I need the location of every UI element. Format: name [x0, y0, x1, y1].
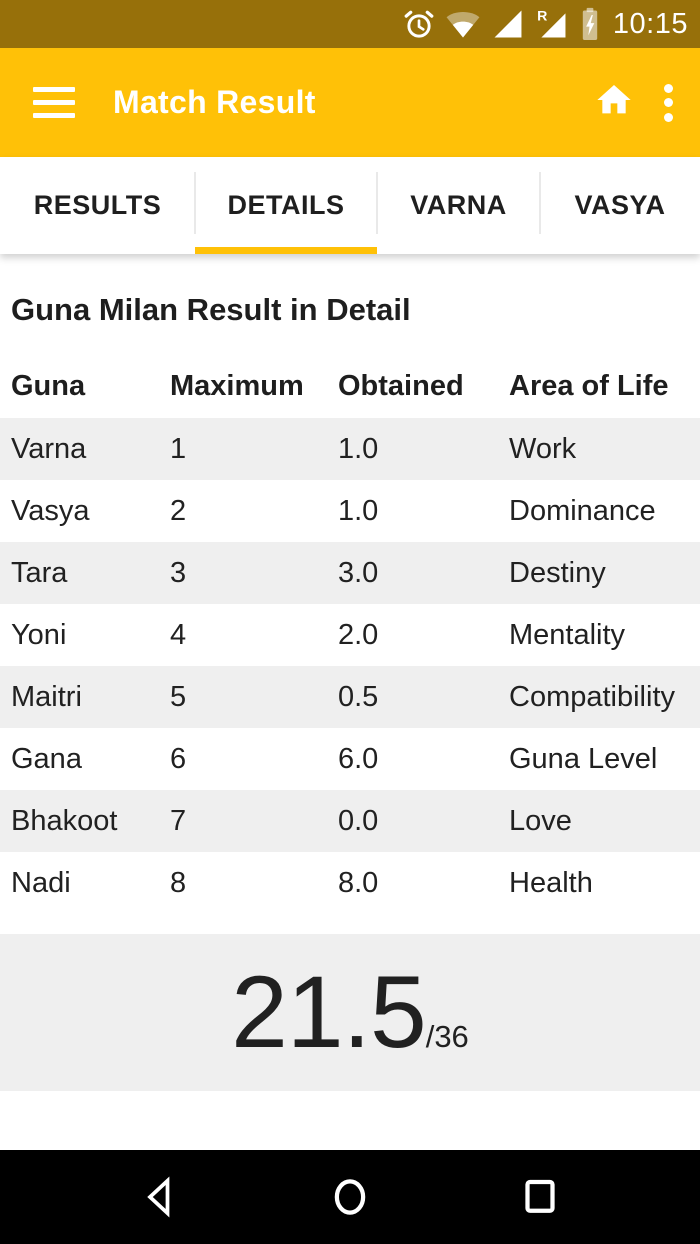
column-header-area-of-life: Area of Life	[509, 370, 669, 402]
details-panel: Guna Milan Result in Detail Guna Maximum…	[0, 254, 700, 1150]
cell-area-of-life: Dominance	[509, 495, 656, 527]
cell-guna: Varna	[11, 432, 87, 465]
section-heading: Guna Milan Result in Detail	[11, 292, 411, 327]
column-header-obtained: Obtained	[338, 370, 464, 402]
cell-maximum: 1	[170, 432, 187, 465]
page-title: Match Result	[113, 84, 316, 120]
tab-bar: RESULTS DETAILS VARNA VASYA	[0, 157, 700, 254]
status-bar: R 10:15	[0, 0, 700, 48]
cell-obtained: 6.0	[338, 742, 379, 775]
roaming-indicator: R	[537, 8, 547, 24]
cell-obtained: 2.0	[338, 618, 379, 651]
cell-obtained: 3.0	[338, 556, 379, 589]
cell-maximum: 2	[170, 494, 187, 527]
column-header-guna: Guna	[11, 370, 86, 402]
alarm-icon	[403, 7, 435, 41]
cell-guna: Gana	[11, 742, 82, 775]
table-row: Vasya 2 1.0 Dominance	[0, 480, 700, 542]
tab-details[interactable]: DETAILS	[194, 157, 377, 254]
cell-maximum: 8	[170, 866, 187, 899]
cell-area-of-life: Compatibility	[509, 681, 675, 713]
table-row: Bhakoot 7 0.0 Love	[0, 790, 700, 852]
battery-charging-icon	[579, 6, 601, 42]
cell-signal-roaming-icon: R	[535, 7, 569, 41]
cell-area-of-life: Destiny	[509, 557, 606, 589]
cell-area-of-life: Love	[509, 805, 572, 837]
total-score-panel: 21.5/36	[0, 934, 700, 1091]
wifi-icon	[445, 7, 481, 41]
cell-area-of-life: Mentality	[509, 619, 626, 651]
tab-varna[interactable]: VARNA	[376, 157, 540, 254]
cell-area-of-life: Health	[509, 867, 593, 899]
cell-signal-icon	[491, 7, 525, 41]
cell-obtained: 1.0	[338, 494, 379, 527]
table-row: Tara 3 3.0 Destiny	[0, 542, 700, 604]
cell-area-of-life: Guna Level	[509, 743, 658, 775]
table-header-row: Guna Maximum Obtained Area of Life	[0, 370, 700, 418]
table-row: Maitri 5 0.5 Compatibility	[0, 666, 700, 728]
cell-maximum: 5	[170, 680, 187, 713]
home-circle-icon[interactable]	[320, 1167, 380, 1227]
cell-area-of-life: Work	[509, 433, 577, 465]
cell-guna: Maitri	[11, 680, 82, 713]
cell-maximum: 6	[170, 742, 187, 775]
app-bar: Match Result	[0, 48, 700, 157]
status-time: 10:15	[612, 7, 688, 40]
cell-obtained: 1.0	[338, 432, 379, 465]
score-total: /36	[425, 1019, 469, 1054]
column-header-maximum: Maximum	[170, 370, 304, 402]
cell-obtained: 8.0	[338, 866, 379, 899]
cell-maximum: 4	[170, 618, 187, 651]
cell-obtained: 0.0	[338, 804, 379, 837]
recents-icon[interactable]	[510, 1167, 570, 1227]
back-icon[interactable]	[130, 1167, 190, 1227]
cell-guna: Vasya	[11, 494, 90, 527]
cell-maximum: 7	[170, 804, 187, 837]
guna-table: Guna Maximum Obtained Area of Life Varna…	[0, 370, 700, 914]
overflow-menu-icon[interactable]	[664, 83, 674, 122]
tab-results[interactable]: RESULTS	[33, 190, 162, 220]
cell-guna: Tara	[11, 556, 68, 589]
menu-icon[interactable]	[33, 87, 75, 118]
table-row: Gana 6 6.0 Guna Level	[0, 728, 700, 790]
cell-guna: Yoni	[11, 618, 67, 651]
score-value: 21.5	[231, 955, 427, 1069]
cell-maximum: 3	[170, 556, 187, 589]
android-nav-bar	[0, 1150, 700, 1244]
table-row: Yoni 4 2.0 Mentality	[0, 604, 700, 666]
table-row: Varna 1 1.0 Work	[0, 418, 700, 480]
table-row: Nadi 8 8.0 Health	[0, 852, 700, 914]
tab-vasya[interactable]: VASYA	[539, 157, 700, 254]
cell-guna: Bhakoot	[11, 804, 118, 837]
cell-guna: Nadi	[11, 866, 71, 899]
cell-obtained: 0.5	[338, 680, 379, 713]
home-icon[interactable]	[594, 80, 634, 125]
